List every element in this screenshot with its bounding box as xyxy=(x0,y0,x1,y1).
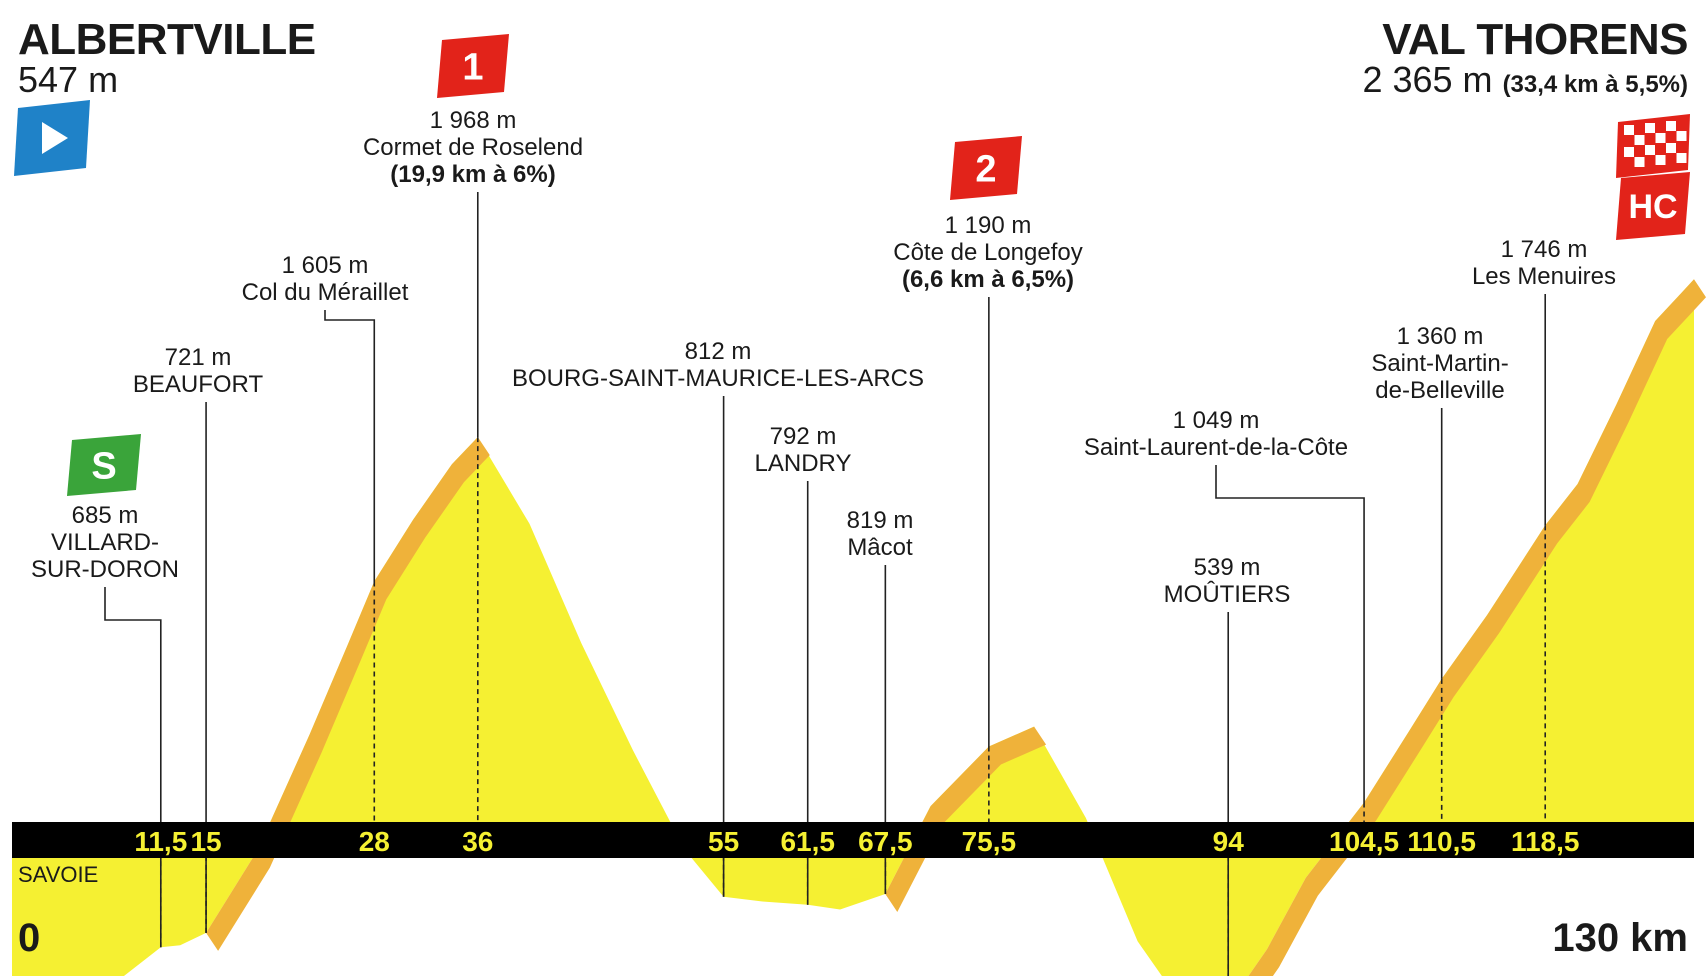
kom1-badge: 1 xyxy=(437,34,509,98)
km-tick-9: 94 xyxy=(1213,826,1245,857)
km-band: 11,5 15 28 36 55 61,5 67,5 75,5 94 104,5 110,5 118,… xyxy=(12,822,1694,858)
start-town: ALBERTVILLE xyxy=(18,15,316,64)
km-tick-11: 110,5 xyxy=(1407,826,1476,857)
guide-leader-1 xyxy=(104,587,162,948)
kom1-badge-shape xyxy=(437,34,509,98)
guide-leader-3 xyxy=(324,310,376,582)
km-tick-1: 11,5 xyxy=(134,826,187,857)
point-label-3-line-1: 1 605 m xyxy=(282,252,369,279)
checker-cell xyxy=(1645,145,1655,155)
checker-cell xyxy=(1645,123,1655,133)
km-tick-4: 36 xyxy=(462,826,493,857)
km-tick-12: 118,5 xyxy=(1511,826,1580,857)
checker-cell xyxy=(1676,153,1687,163)
kom2-badge-shape xyxy=(950,136,1022,200)
checker-cell xyxy=(1655,155,1666,165)
checker-cell xyxy=(1655,133,1666,143)
km-tick-7: 67,5 xyxy=(858,826,913,857)
point-label-2-line-1: 721 m xyxy=(165,344,232,371)
point-label-8-line-2: Côte de Longefoy xyxy=(893,239,1082,266)
point-label-12-line-2: Les Menuires xyxy=(1472,263,1616,290)
point-label-4-line-1: 1 968 m xyxy=(430,107,517,134)
point-label-12-line-1: 1 746 m xyxy=(1501,236,1588,263)
sprint-badge-shape xyxy=(67,434,141,496)
kom2-badge: 2 xyxy=(950,136,1022,200)
climb-shade-2 xyxy=(885,726,1047,912)
point-label-7-line-1: 819 m xyxy=(847,507,914,534)
finish-flag-icon xyxy=(1616,114,1690,178)
point-label-6-line-2: LANDRY xyxy=(755,450,852,477)
checker-cell xyxy=(1666,143,1676,153)
point-label-10-line-2: Saint-Laurent-de-la-Côte xyxy=(1084,434,1348,461)
finish-info: 2 365 m (33,4 km à 5,5%) xyxy=(1362,62,1688,98)
point-label-3-line-2: Col du Méraillet xyxy=(242,279,409,306)
point-label-11-line-3: de-Belleville xyxy=(1375,377,1504,404)
guide-leader-10 xyxy=(1215,465,1365,803)
play-icon xyxy=(42,122,68,154)
profile-fill xyxy=(12,279,1694,976)
point-label-5-line-2: BOURG-SAINT-MAURICE-LES-ARCS xyxy=(512,365,924,392)
point-label-5-line-1: 812 m xyxy=(685,338,752,365)
sprint-badge-label: S xyxy=(91,446,116,488)
km-tick-8: 75,5 xyxy=(962,826,1017,857)
point-label-2-line-2: BEAUFORT xyxy=(133,371,264,398)
point-label-8-line-3: (6,6 km à 6,5%) xyxy=(902,266,1074,293)
climb-shade-3 xyxy=(1248,279,1706,976)
point-label-4-line-3: (19,9 km à 6%) xyxy=(390,161,555,188)
km-tick-6: 61,5 xyxy=(780,826,835,857)
checker-cell xyxy=(1634,135,1645,145)
hc-badge-shape xyxy=(1616,172,1690,240)
km-tick-10: 104,5 xyxy=(1329,826,1399,857)
kom2-badge-label: 2 xyxy=(975,149,996,191)
point-label-1-line-2: VILLARD- xyxy=(51,529,159,556)
start-badge xyxy=(14,100,90,176)
point-label-11-line-2: Saint-Martin- xyxy=(1371,350,1508,377)
point-label-7-line-2: Mâcot xyxy=(847,534,913,561)
point-label-8-line-1: 1 190 m xyxy=(945,212,1032,239)
checker-cell xyxy=(1624,125,1634,135)
point-label-4-line-2: Cormet de Roselend xyxy=(363,134,583,161)
checker-cell xyxy=(1634,157,1645,167)
hc-badge-label: HC xyxy=(1628,188,1677,226)
point-label-1-line-3: SUR-DORON xyxy=(31,556,179,583)
sprint-badge: S xyxy=(67,434,141,496)
checker-cell xyxy=(1624,147,1634,157)
km-axis-band xyxy=(12,822,1694,858)
start-altitude: 547 m xyxy=(18,59,119,100)
checker-cell xyxy=(1676,131,1687,141)
department-label: SAVOIE xyxy=(18,862,99,887)
point-label-9-line-2: MOÛTIERS xyxy=(1164,580,1291,608)
km-end: 130 km xyxy=(1552,916,1688,960)
km-tick-3: 28 xyxy=(359,826,390,857)
finish-altitude: 2 365 m xyxy=(1362,59,1493,100)
point-label-10-line-1: 1 049 m xyxy=(1173,407,1260,434)
finish-town: VAL THORENS xyxy=(1382,15,1688,64)
km-tick-5: 55 xyxy=(708,826,739,857)
km-tick-2: 15 xyxy=(190,826,221,857)
km-start: 0 xyxy=(18,916,41,960)
point-label-1-line-1: 685 m xyxy=(72,502,139,529)
point-label-9-line-1: 539 m xyxy=(1194,554,1261,581)
checker-cell xyxy=(1666,121,1676,131)
badges: 1 2 S HC xyxy=(14,34,1690,496)
kom1-badge-label: 1 xyxy=(462,47,483,89)
point-label-6-line-1: 792 m xyxy=(770,423,837,450)
finish-climb-detail: (33,4 km à 5,5%) xyxy=(1502,71,1688,98)
hc-badge: HC xyxy=(1616,172,1690,240)
point-label-11-line-1: 1 360 m xyxy=(1397,323,1484,350)
